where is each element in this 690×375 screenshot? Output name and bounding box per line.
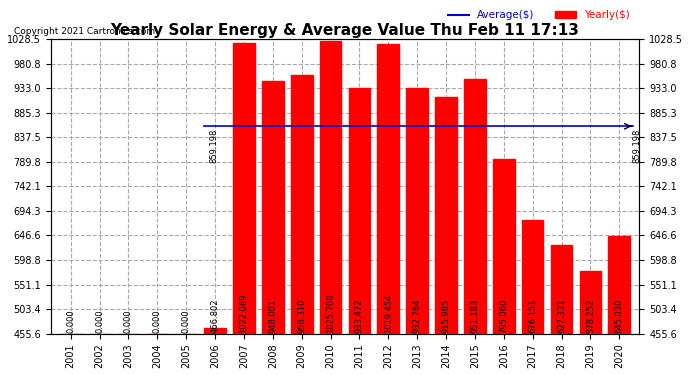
Text: 466.802: 466.802 xyxy=(210,298,219,333)
Bar xyxy=(204,328,226,334)
Text: 932.764: 932.764 xyxy=(413,298,422,333)
Legend: Average($), Yearly($): Average($), Yearly($) xyxy=(444,6,634,24)
Bar xyxy=(580,271,601,334)
Text: 951.183: 951.183 xyxy=(471,298,480,333)
Text: 578.252: 578.252 xyxy=(586,298,595,333)
Text: 859.198: 859.198 xyxy=(209,129,218,163)
Bar xyxy=(291,75,313,334)
Bar xyxy=(233,43,255,334)
Bar xyxy=(551,245,572,334)
Bar xyxy=(464,79,486,334)
Text: 0.000: 0.000 xyxy=(153,309,162,333)
Text: 0.000: 0.000 xyxy=(181,309,190,333)
Bar xyxy=(319,41,342,334)
Text: 627.331: 627.331 xyxy=(557,298,566,333)
Bar xyxy=(262,81,284,334)
Text: 915.985: 915.985 xyxy=(442,298,451,333)
Bar xyxy=(609,236,630,334)
Text: Copyright 2021 Cartronics.com: Copyright 2021 Cartronics.com xyxy=(14,27,155,36)
Text: 676.151: 676.151 xyxy=(528,298,537,333)
Bar xyxy=(406,88,428,334)
Text: 859.198: 859.198 xyxy=(633,129,642,163)
Text: 948.001: 948.001 xyxy=(268,298,277,333)
Bar xyxy=(435,97,457,334)
Text: 1019.454: 1019.454 xyxy=(384,293,393,333)
Bar xyxy=(377,44,399,334)
Bar xyxy=(348,88,371,334)
Text: 933.472: 933.472 xyxy=(355,298,364,333)
Text: 795.060: 795.060 xyxy=(500,298,509,333)
Text: 1025.708: 1025.708 xyxy=(326,293,335,333)
Text: 0.000: 0.000 xyxy=(124,309,133,333)
Text: 0.000: 0.000 xyxy=(66,309,75,333)
Text: 645.030: 645.030 xyxy=(615,298,624,333)
Text: 958.310: 958.310 xyxy=(297,298,306,333)
Title: Yearly Solar Energy & Average Value Thu Feb 11 17:13: Yearly Solar Energy & Average Value Thu … xyxy=(110,23,580,38)
Bar xyxy=(493,159,515,334)
Text: 0.000: 0.000 xyxy=(95,309,104,333)
Text: 1022.069: 1022.069 xyxy=(239,293,248,333)
Bar xyxy=(522,220,544,334)
